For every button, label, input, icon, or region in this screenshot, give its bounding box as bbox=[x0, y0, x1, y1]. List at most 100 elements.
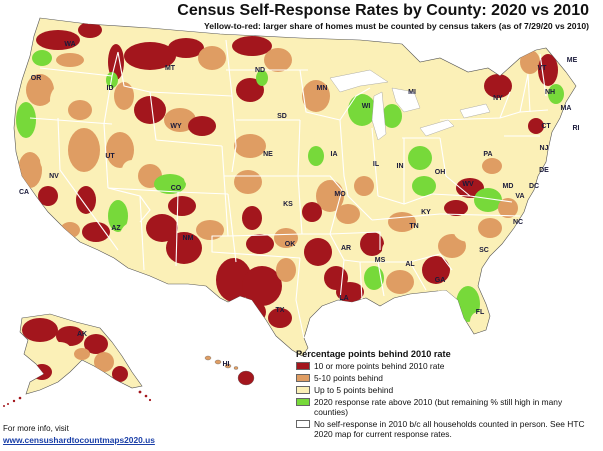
county-patch bbox=[120, 222, 148, 250]
county-patch bbox=[196, 220, 224, 240]
county-patch bbox=[234, 170, 262, 194]
county-patch bbox=[134, 96, 166, 124]
county-patch bbox=[346, 136, 370, 164]
state-label-nd: ND bbox=[255, 67, 265, 74]
county-patch bbox=[78, 22, 102, 38]
county-patch bbox=[308, 146, 324, 166]
legend-swatch-red bbox=[296, 362, 310, 370]
county-patch bbox=[496, 98, 516, 118]
county-patch bbox=[184, 168, 208, 188]
county-patch bbox=[522, 140, 538, 160]
state-label-nc: NC bbox=[513, 219, 523, 226]
county-patch bbox=[520, 50, 540, 74]
county-patch bbox=[166, 232, 202, 264]
county-patch bbox=[84, 334, 108, 354]
county-patch bbox=[274, 228, 298, 248]
county-patch bbox=[108, 200, 128, 232]
county-patch bbox=[268, 308, 292, 328]
county-patch bbox=[422, 256, 450, 284]
county-patch bbox=[48, 342, 72, 362]
county-patch bbox=[466, 132, 494, 160]
state-label-ca: CA bbox=[19, 189, 29, 196]
county-patch bbox=[266, 186, 294, 214]
county-patch bbox=[380, 148, 404, 176]
state-label-il: IL bbox=[373, 161, 380, 168]
state-label-sc: SC bbox=[479, 247, 489, 254]
state-label-mi: MI bbox=[408, 89, 416, 96]
county-patch bbox=[242, 266, 282, 306]
county-patch bbox=[124, 42, 176, 70]
county-patch bbox=[450, 148, 474, 172]
county-patch bbox=[354, 176, 374, 196]
state-label-ak: AK bbox=[77, 331, 87, 338]
state-label-wa: WA bbox=[64, 41, 75, 48]
state-label-oh: OH bbox=[435, 169, 446, 176]
county-patch bbox=[498, 198, 518, 218]
county-patch bbox=[114, 82, 134, 110]
state-label-tx: TX bbox=[276, 307, 285, 314]
county-patch bbox=[68, 100, 92, 120]
county-patch bbox=[50, 86, 70, 114]
footer-info: For more info, visit bbox=[3, 424, 69, 433]
state-label-co: CO bbox=[171, 185, 182, 192]
county-patch bbox=[146, 214, 178, 242]
county-patch bbox=[198, 46, 226, 70]
state-label-ga: GA bbox=[435, 277, 446, 284]
state-label-pa: PA bbox=[483, 151, 492, 158]
county-patch bbox=[26, 74, 54, 106]
state-label-ia: IA bbox=[331, 151, 338, 158]
county-patch bbox=[264, 48, 292, 72]
legend-item-white: No self-response in 2010 b/c all househo… bbox=[296, 419, 596, 439]
county-patch bbox=[56, 326, 84, 346]
county-patch bbox=[188, 116, 216, 136]
county-patch bbox=[236, 78, 264, 102]
state-label-mo: MO bbox=[334, 191, 346, 198]
county-patch bbox=[16, 102, 36, 138]
state-label-or: OR bbox=[31, 75, 42, 82]
state-label-md: MD bbox=[503, 183, 514, 190]
county-patch bbox=[302, 202, 322, 222]
state-label-ok: OK bbox=[285, 241, 296, 248]
county-patch bbox=[40, 146, 68, 174]
state-label-nv: NV bbox=[49, 173, 59, 180]
county-patch bbox=[314, 120, 346, 156]
county-patch bbox=[336, 204, 360, 224]
legend-item-yellow: Up to 5 points behind bbox=[296, 385, 596, 395]
county-patch bbox=[256, 70, 268, 86]
legend-item-green: 2020 response rate above 2010 (but remai… bbox=[296, 397, 596, 417]
state-label-mt: MT bbox=[165, 65, 176, 72]
state-label-ne: NE bbox=[263, 151, 273, 158]
state-label-ms: MS bbox=[375, 257, 386, 264]
county-patch bbox=[154, 174, 186, 194]
state-label-id: ID bbox=[107, 85, 114, 92]
county-patch bbox=[408, 146, 432, 170]
county-patch bbox=[18, 152, 42, 188]
footer-link[interactable]: www.censushardtocountmaps2020.us bbox=[3, 435, 155, 445]
county-patch bbox=[68, 128, 100, 172]
legend-label: 5-10 points behind bbox=[314, 373, 383, 383]
county-patch bbox=[156, 66, 196, 86]
legend: Percentage points behind 2010 rate 10 or… bbox=[296, 349, 596, 441]
county-patch bbox=[238, 300, 266, 324]
state-label-dc: DC bbox=[529, 183, 539, 190]
state-label-ks: KS bbox=[283, 201, 293, 208]
map-subtitle: Yellow-to-red: larger share of homes mus… bbox=[204, 21, 589, 31]
legend-item-red: 10 or more points behind 2010 rate bbox=[296, 361, 596, 371]
county-patch bbox=[348, 94, 376, 126]
legend-swatch-orange bbox=[296, 374, 310, 382]
county-patch bbox=[548, 84, 564, 104]
county-patch bbox=[36, 30, 80, 50]
state-label-ri: RI bbox=[573, 125, 580, 132]
county-patch bbox=[76, 186, 96, 214]
state-label-wy: WY bbox=[170, 123, 182, 130]
state-label-ar: AR bbox=[341, 245, 351, 252]
county-patch bbox=[336, 282, 364, 302]
state-label-ky: KY bbox=[421, 209, 431, 216]
legend-label: Up to 5 points behind bbox=[314, 385, 394, 395]
county-patch bbox=[60, 222, 80, 238]
county-patch bbox=[470, 312, 486, 332]
county-patch bbox=[74, 348, 90, 360]
county-patch bbox=[264, 144, 288, 168]
state-label-de: DE bbox=[539, 167, 549, 174]
